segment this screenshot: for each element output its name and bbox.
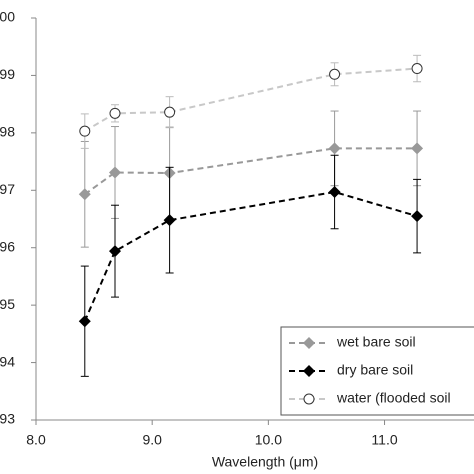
marker xyxy=(164,106,176,118)
x-tick-label: 9.0 xyxy=(142,432,162,448)
x-tick-label: 8.0 xyxy=(26,432,46,448)
marker xyxy=(411,142,424,155)
marker xyxy=(79,125,91,137)
series-line xyxy=(83,190,418,322)
marker xyxy=(303,365,315,377)
legend-label: wet bare soil xyxy=(336,334,416,350)
y-tick-label: 99 xyxy=(0,66,15,82)
y-tick-label: 96 xyxy=(0,238,15,254)
marker xyxy=(328,142,341,155)
x-tick-label: 11.0 xyxy=(371,432,397,448)
marker xyxy=(411,210,424,223)
y-tick-label: 98 xyxy=(0,124,15,140)
legend-label: dry bare soil xyxy=(337,362,413,378)
marker xyxy=(329,68,341,80)
marker xyxy=(109,166,122,179)
x-axis-label: Wavelength (μm) xyxy=(212,454,318,470)
marker xyxy=(411,63,423,75)
legend-label: water (flooded soil xyxy=(336,390,451,406)
y-tick-label: 93 xyxy=(0,411,15,427)
marker xyxy=(109,107,121,119)
series-line xyxy=(84,67,418,132)
marker xyxy=(78,315,91,328)
x-tick-label: 10.0 xyxy=(255,432,282,448)
marker xyxy=(328,186,341,199)
y-tick-label: 94 xyxy=(0,353,15,369)
marker xyxy=(78,188,91,201)
marker xyxy=(163,214,176,227)
marker xyxy=(303,393,315,405)
y-tick-label: 97 xyxy=(0,181,15,197)
marker xyxy=(303,337,315,349)
y-tick-label: 95 xyxy=(0,296,15,312)
y-tick-label: 00 xyxy=(0,9,15,25)
marker xyxy=(109,245,122,258)
series-line xyxy=(84,147,418,196)
